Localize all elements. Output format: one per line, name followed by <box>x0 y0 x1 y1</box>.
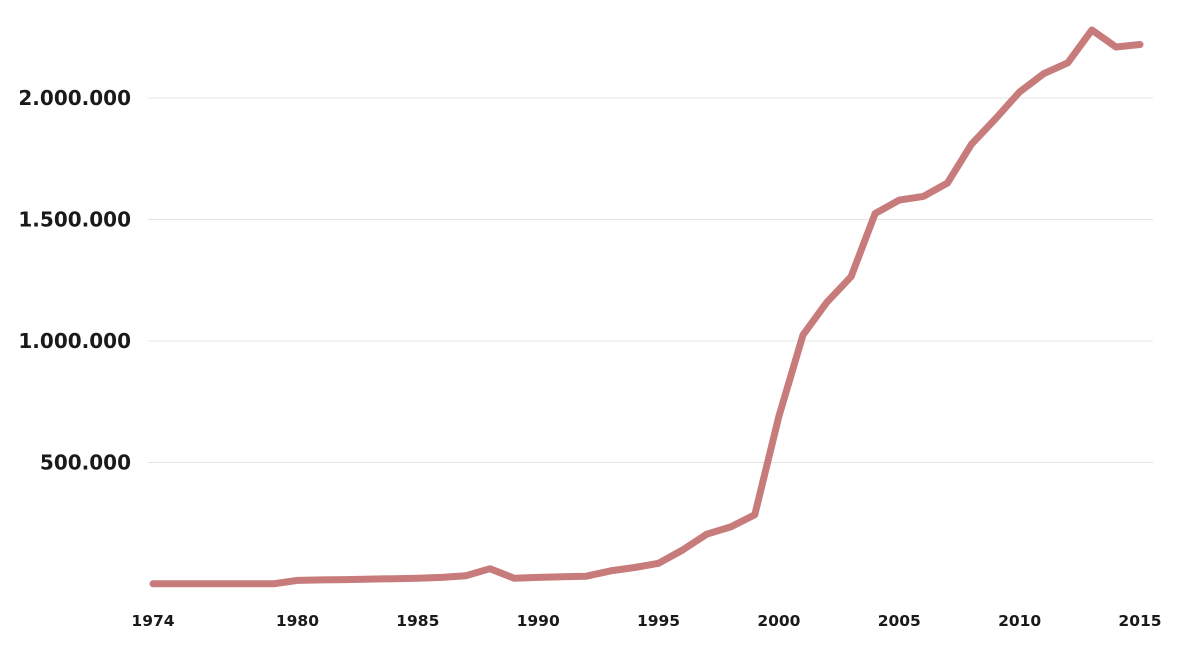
x-tick-label: 2000 <box>757 612 800 630</box>
gridlines <box>148 97 1153 463</box>
series-lines <box>149 26 1144 588</box>
y-tick-label: 1.500.000 <box>18 208 131 232</box>
y-tick-label: 2.000.000 <box>18 86 131 110</box>
series-line <box>149 26 1144 588</box>
y-axis-tick-labels: 500.000 1.000.000 1.500.000 2.000.000 <box>18 86 131 475</box>
y-tick-label: 1.000.000 <box>18 329 131 353</box>
x-tick-label: 1995 <box>637 612 680 630</box>
x-tick-label: 1980 <box>276 612 319 630</box>
x-tick-label: 2005 <box>878 612 921 630</box>
x-tick-label: 1985 <box>396 612 439 630</box>
x-tick-label: 1974 <box>131 612 174 630</box>
x-tick-label: 2015 <box>1118 612 1161 630</box>
x-axis-tick-labels: 1974 1980 1985 1990 1995 2000 2005 2010 2015 <box>131 612 1161 630</box>
x-tick-label: 2010 <box>998 612 1041 630</box>
x-tick-label: 1990 <box>517 612 560 630</box>
y-tick-label: 500.000 <box>40 451 131 475</box>
